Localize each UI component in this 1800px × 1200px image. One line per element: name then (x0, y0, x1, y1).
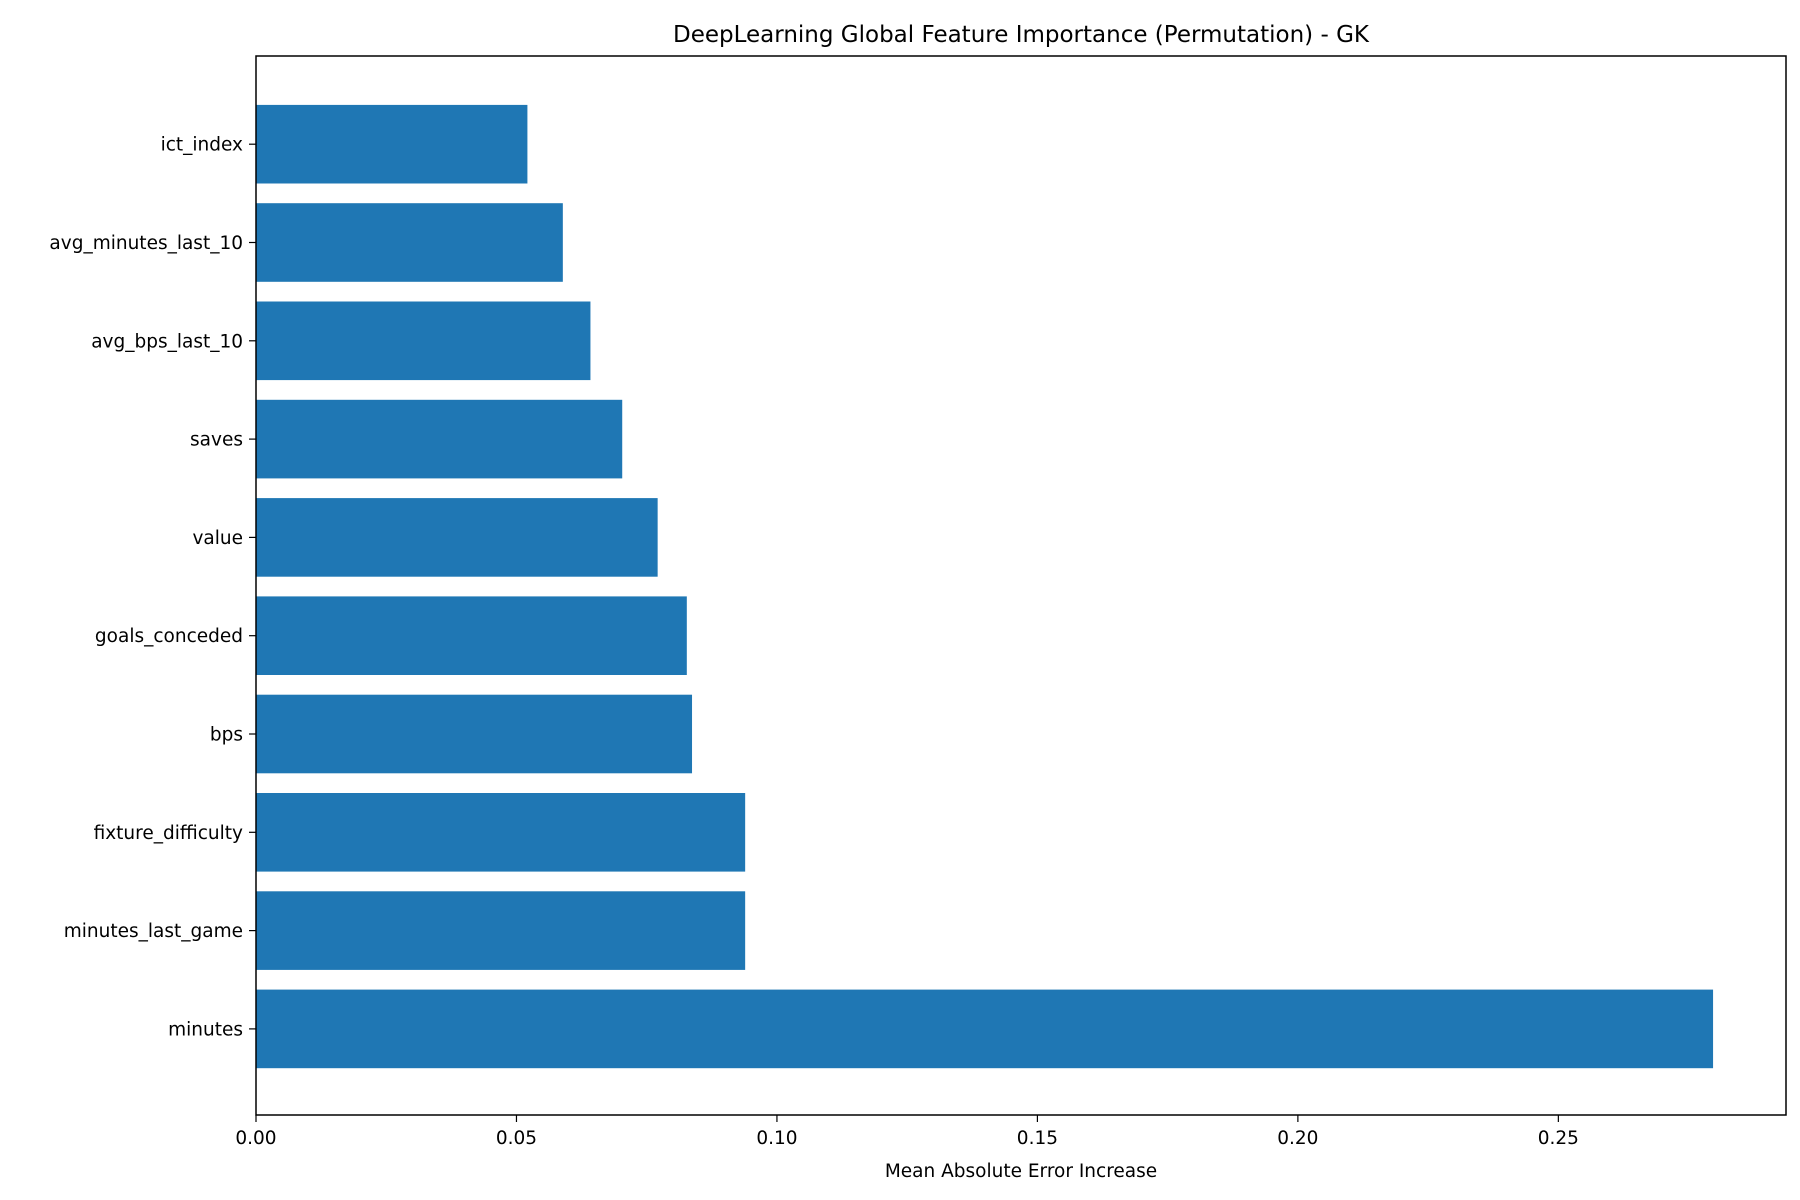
y-tick-label: avg_bps_last_10 (91, 331, 243, 352)
y-tick-label: avg_minutes_last_10 (49, 233, 243, 254)
x-tick-label: 0.00 (235, 1128, 276, 1149)
y-tick-label: minutes_last_game (64, 921, 243, 942)
bar-value (256, 498, 658, 577)
x-tick-label: 0.20 (1277, 1128, 1318, 1149)
x-tick-label: 0.15 (1017, 1128, 1058, 1149)
y-tick-label: fixture_difficulty (94, 823, 243, 844)
y-tick-label: saves (190, 430, 243, 451)
y-tick-label: value (192, 528, 243, 549)
x-axis-label: Mean Absolute Error Increase (885, 1161, 1157, 1182)
chart-title: DeepLearning Global Feature Importance (… (673, 22, 1370, 48)
y-tick-label: ict_index (161, 135, 243, 156)
y-tick-label: goals_conceded (95, 626, 243, 647)
bar-minutes (256, 989, 1714, 1069)
x-tick-label: 0.10 (756, 1128, 797, 1149)
x-tick-label: 0.25 (1538, 1128, 1579, 1149)
bar-avg-bps-last-10 (256, 301, 591, 381)
y-tick-label: minutes (168, 1019, 243, 1040)
plot-area: ict_index avg_minutes_last_10 avg_bps_last… (49, 104, 1714, 1149)
axes-frame (255, 55, 1787, 1116)
bar-bps (256, 694, 693, 774)
bar-goals-conceded (256, 596, 687, 675)
bar-fixture-difficulty (256, 793, 746, 872)
y-tick-label: bps (210, 725, 243, 746)
bar-avg-minutes-last-10 (256, 203, 563, 282)
bar-ict-index (256, 104, 528, 184)
bar-saves (256, 399, 623, 479)
bar-minutes-last-game (256, 891, 746, 970)
x-tick-label: 0.05 (496, 1128, 537, 1149)
